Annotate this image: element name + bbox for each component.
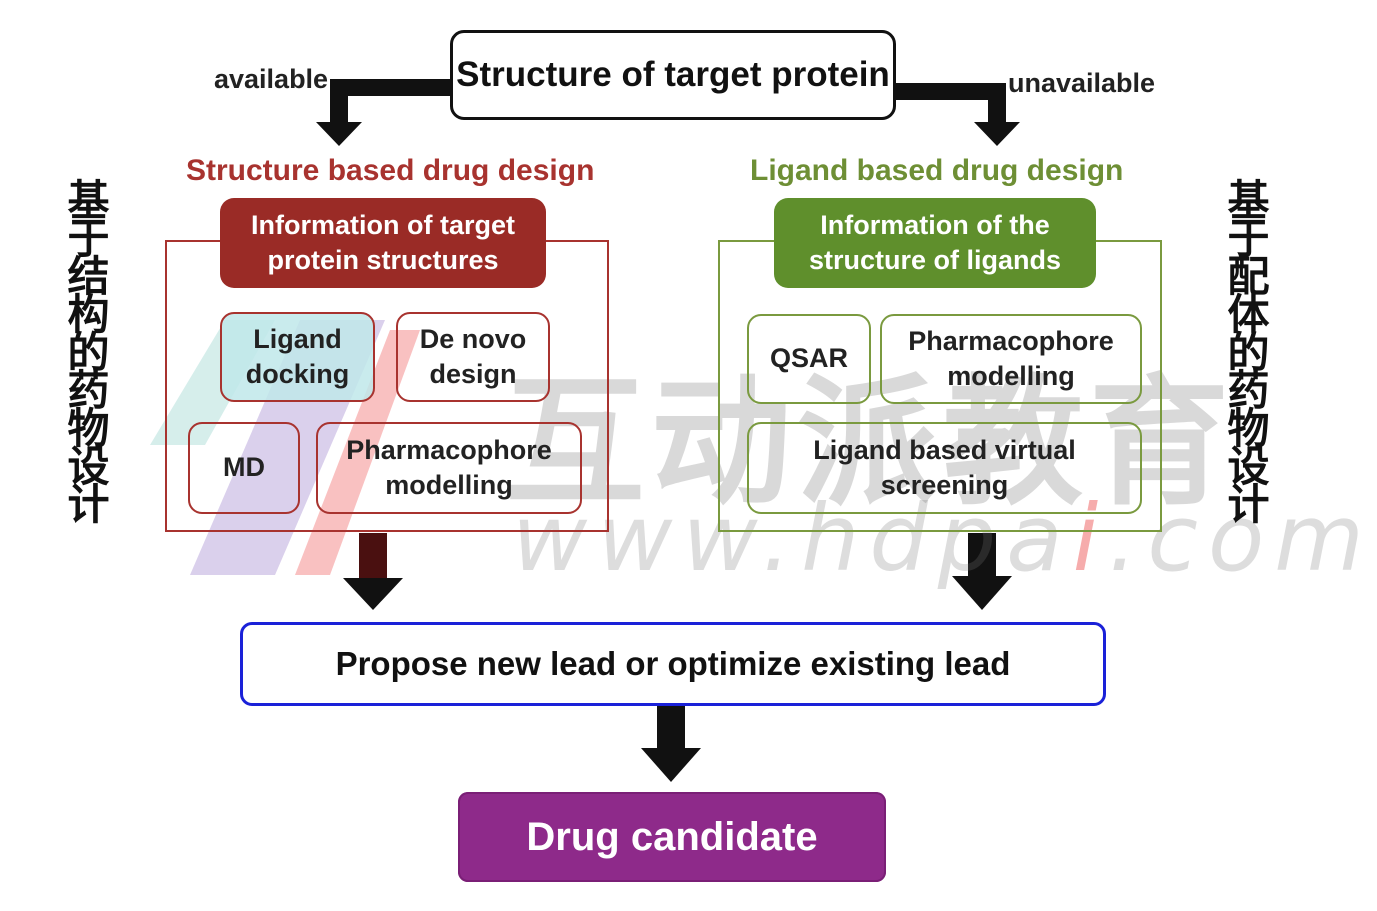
watermark-url-part2: i <box>1072 485 1109 592</box>
ligand-info-line1: Information of the <box>820 209 1050 240</box>
lead-to-drug-arrow <box>641 706 701 782</box>
unavailable-label: unavailable <box>1008 68 1156 98</box>
target-info-header: Information of target protein structures <box>220 198 546 288</box>
available-label: available <box>214 64 329 94</box>
virtual-screening-line1: Ligand based virtual <box>813 434 1076 465</box>
ligand-docking-line1: Ligand <box>253 323 342 354</box>
watermark-url: www.hdpai.com <box>512 485 1374 592</box>
virtual-screening-node: Ligand based virtual screening <box>747 422 1142 514</box>
watermark-brand: 互动派教育 <box>505 362 1236 525</box>
drug-candidate-node: Drug candidate <box>458 792 886 882</box>
target-info-line1: Information of target <box>251 209 515 240</box>
ligand-info-header: Information of the structure of ligands <box>774 198 1096 288</box>
structure-based-title: Structure based drug design <box>186 154 595 187</box>
ligand-info-line2: structure of ligands <box>808 245 1062 275</box>
ligand-docking-node: Ligand docking <box>220 312 375 402</box>
unavailable-arrow <box>894 83 1020 146</box>
qsar-label: QSAR <box>769 343 848 374</box>
pharmacophore-left-node: Pharmacophore modelling <box>316 422 582 514</box>
md-label: MD <box>223 452 265 483</box>
left-down-arrow <box>343 533 403 610</box>
ligand-based-title: Ligand based drug design <box>750 154 1124 187</box>
watermark-url-part1: www.hdpa <box>512 485 1073 592</box>
left-side-caption: 基于结构的药物设计 <box>61 178 110 520</box>
watermark-stripe-red <box>295 330 420 575</box>
target-protein-node: Structure of target protein <box>450 30 896 120</box>
pharmacophore-right-line1: Pharmacophore <box>908 325 1114 356</box>
pharmacophore-right-node: Pharmacophore modelling <box>880 314 1142 404</box>
target-protein-label: Structure of target protein <box>456 55 890 94</box>
de-novo-line1: De novo <box>419 323 527 354</box>
lead-label: Propose new lead or optimize existing le… <box>335 645 1011 682</box>
qsar-node: QSAR <box>747 314 871 404</box>
target-info-line2: protein structures <box>267 245 499 275</box>
de-novo-design-node: De novo design <box>396 312 550 402</box>
pharmacophore-right-line2: modelling <box>947 361 1075 391</box>
right-side-caption: 基于配体的药物设计 <box>1221 178 1270 520</box>
ligand-docking-line2: docking <box>245 359 350 389</box>
right-down-arrow <box>952 533 1012 610</box>
available-arrow <box>316 79 452 146</box>
md-node: MD <box>188 422 300 514</box>
de-novo-line2: design <box>429 359 517 389</box>
lead-node: Propose new lead or optimize existing le… <box>240 622 1106 706</box>
pharmacophore-left-line2: modelling <box>385 470 513 500</box>
virtual-screening-line2: screening <box>880 470 1009 500</box>
watermark-url-part3: .com <box>1108 485 1374 592</box>
pharmacophore-left-line1: Pharmacophore <box>346 434 552 465</box>
drug-candidate-label: Drug candidate <box>526 814 818 859</box>
